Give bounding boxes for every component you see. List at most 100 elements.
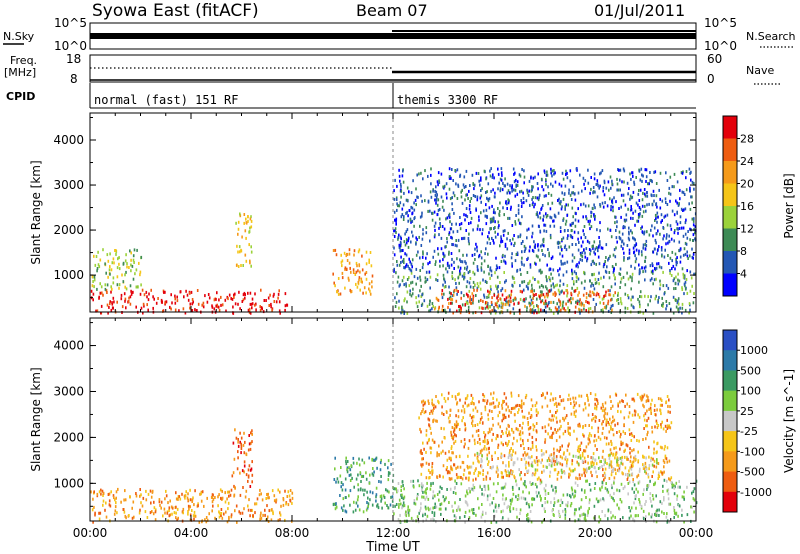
heatmap-cell	[151, 510, 153, 513]
heatmap-cell	[233, 484, 235, 488]
heatmap-cell	[573, 230, 576, 234]
heatmap-cell	[113, 496, 115, 500]
heatmap-cell	[516, 427, 519, 431]
heatmap-cell	[594, 277, 597, 281]
heatmap-cell	[671, 185, 674, 189]
heatmap-cell	[454, 486, 456, 489]
heatmap-cell	[622, 247, 624, 251]
heatmap-cell	[487, 289, 489, 293]
colorbar-tick-label: 8	[740, 245, 747, 258]
heatmap-cell	[662, 270, 664, 274]
heatmap-cell	[629, 197, 631, 201]
heatmap-cell	[214, 516, 216, 520]
heatmap-cell	[671, 483, 674, 487]
heatmap-cell	[337, 292, 340, 296]
heatmap-cell	[669, 269, 671, 272]
heatmap-cell	[564, 222, 567, 226]
heatmap-cell	[540, 497, 542, 501]
heatmap-cell	[170, 505, 173, 509]
heatmap-cell	[467, 239, 470, 243]
heatmap-cell	[547, 293, 549, 297]
heatmap-cell	[576, 484, 579, 487]
heatmap-cell	[663, 447, 666, 451]
heatmap-cell	[516, 439, 518, 443]
heatmap-cell	[551, 174, 553, 178]
heatmap-cell	[96, 309, 99, 313]
heatmap-cell	[639, 467, 641, 471]
heatmap-cell	[671, 209, 674, 213]
heatmap-cell	[500, 452, 503, 456]
heatmap-cell	[628, 248, 631, 252]
heatmap-cell	[478, 306, 481, 310]
heatmap-cell	[531, 503, 533, 507]
heatmap-cell	[401, 259, 404, 263]
heatmap-cell	[630, 514, 632, 518]
heatmap-cell	[406, 510, 408, 514]
heatmap-cell	[508, 430, 510, 434]
heatmap-cell	[251, 480, 253, 484]
heatmap-cell	[610, 451, 613, 455]
heatmap-cell	[642, 509, 645, 513]
heatmap-cell	[479, 287, 482, 291]
heatmap-cell	[647, 303, 649, 307]
heatmap-cell	[664, 424, 667, 428]
heatmap-cell	[612, 209, 614, 213]
heatmap-cell	[543, 301, 545, 305]
heatmap-cell	[371, 274, 374, 278]
heatmap-cell	[599, 437, 602, 441]
heatmap-cell	[572, 469, 575, 473]
heatmap-cell	[581, 488, 583, 492]
heatmap-cell	[643, 266, 646, 270]
heatmap-cell	[431, 403, 434, 407]
heatmap-cell	[494, 235, 497, 239]
heatmap-cell	[456, 423, 459, 427]
heatmap-cell	[420, 502, 422, 506]
heatmap-cell	[399, 240, 402, 244]
heatmap-cell	[528, 301, 530, 305]
heatmap-cell	[115, 501, 117, 505]
heatmap-cell	[644, 194, 647, 198]
heatmap-cell	[449, 197, 452, 201]
heatmap-cell	[484, 280, 487, 284]
heatmap-cell	[640, 397, 642, 401]
heatmap-cell	[275, 300, 278, 304]
heatmap-cell	[175, 497, 178, 501]
heatmap-cell	[564, 205, 566, 209]
heatmap-cell	[497, 475, 499, 478]
heatmap-cell	[646, 191, 648, 195]
heatmap-cell	[537, 255, 539, 259]
heatmap-cell	[543, 487, 546, 491]
heatmap-cell	[689, 254, 691, 258]
heatmap-cell	[505, 279, 507, 283]
colorbar-tick-label: 28	[740, 133, 754, 146]
heatmap-cell	[456, 229, 459, 233]
heatmap-cell	[492, 482, 495, 486]
heatmap-cell	[406, 311, 409, 315]
heatmap-cell	[548, 289, 551, 293]
heatmap-cell	[541, 290, 543, 294]
heatmap-cell	[668, 502, 670, 506]
heatmap-cell	[175, 511, 177, 515]
heatmap-cell	[452, 437, 454, 441]
heatmap-cell	[481, 232, 483, 236]
heatmap-cell	[593, 516, 595, 520]
heatmap-cell	[254, 303, 256, 307]
heatmap-cell	[527, 461, 530, 465]
heatmap-cell	[557, 288, 560, 292]
heatmap-cell	[557, 211, 560, 215]
heatmap-cell	[487, 487, 490, 491]
heatmap-cell	[556, 409, 559, 413]
heatmap-cell	[654, 513, 657, 517]
heatmap-cell	[512, 406, 515, 410]
heatmap-cell	[651, 430, 654, 434]
heatmap-cell	[654, 170, 657, 174]
heatmap-cell	[584, 279, 586, 283]
heatmap-cell	[663, 255, 666, 259]
heatmap-cell	[402, 180, 405, 184]
heatmap-cell	[341, 264, 343, 268]
heatmap-cell	[494, 191, 496, 195]
heatmap-cell	[617, 168, 619, 171]
heatmap-cell	[570, 502, 573, 505]
heatmap-cell	[110, 285, 112, 289]
heatmap-cell	[504, 303, 507, 306]
